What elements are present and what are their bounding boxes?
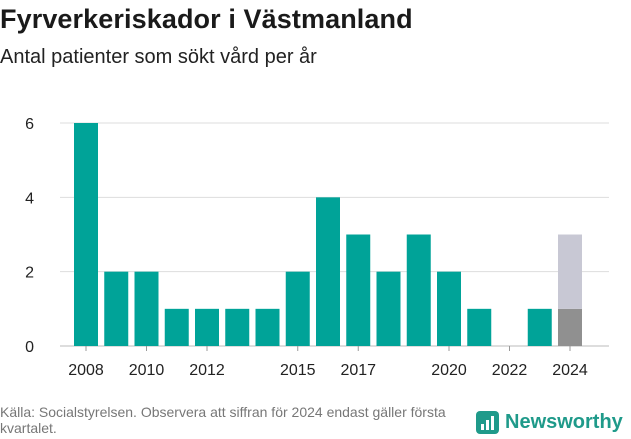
brand-name: Newsworthy <box>505 410 623 433</box>
bar-2011 <box>164 308 189 346</box>
x-tick-label: 2017 <box>340 362 376 379</box>
x-tick-label: 2012 <box>189 362 225 379</box>
bar-2015 <box>285 271 310 346</box>
y-tick-label: 2 <box>25 265 34 282</box>
x-tick-label: 2010 <box>129 362 165 379</box>
bar-2024-partial <box>558 234 582 309</box>
bar-2024 <box>558 308 582 346</box>
bar-2016 <box>316 197 340 346</box>
bar-2012 <box>195 308 219 346</box>
bar-chart-logo-icon <box>476 410 499 434</box>
x-tick-label: 2020 <box>431 362 467 379</box>
source-note: Källa: Socialstyrelsen. Observera att si… <box>0 404 446 436</box>
bar-2017 <box>346 234 371 346</box>
bar-2023 <box>527 308 552 346</box>
bar-chart: 0 2 4 6 2008 2010 2012 2015 2017 2020 2022 2024 <box>25 116 609 379</box>
bar-2013 <box>225 308 250 346</box>
x-tick-label: 2008 <box>68 362 104 379</box>
chart-title: Fyrverkeriskador i Västmanland <box>0 4 413 34</box>
bar-2018 <box>376 271 401 346</box>
newsworthy-logo: Newsworthy <box>476 408 623 436</box>
y-tick-label: 0 <box>25 339 34 356</box>
chart-subtitle: Antal patienter som sökt vård per år <box>0 46 317 68</box>
x-tick-label: 2022 <box>492 362 528 379</box>
bar-2020 <box>437 271 461 346</box>
bar-2009 <box>104 271 129 346</box>
bar-2008 <box>74 123 98 346</box>
bar-2014 <box>255 308 280 346</box>
bar-2021 <box>467 308 492 346</box>
y-tick-label: 4 <box>25 190 34 207</box>
bar-2010 <box>134 271 159 346</box>
x-tick-label: 2015 <box>280 362 316 379</box>
x-tick-label: 2024 <box>552 362 588 379</box>
y-tick-label: 6 <box>25 116 34 133</box>
bar-2019 <box>406 234 431 346</box>
